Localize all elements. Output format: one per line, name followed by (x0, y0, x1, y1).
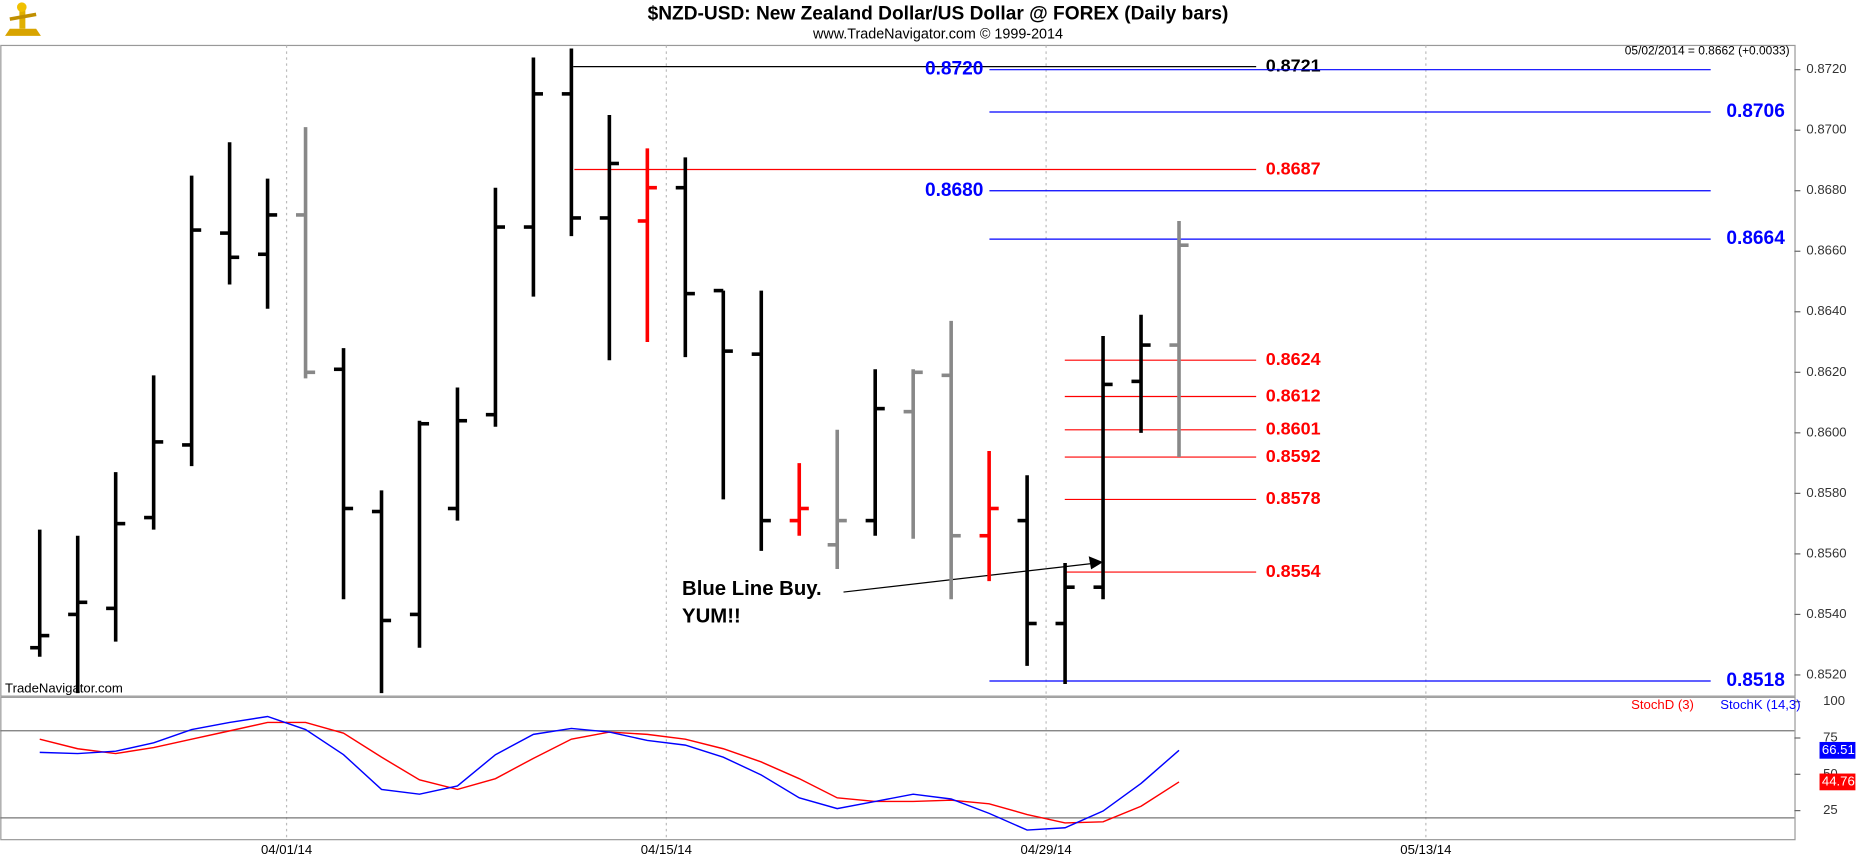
y-tick-label: 0.8720 (1806, 61, 1846, 76)
level-label: 0.8687 (1266, 158, 1321, 178)
level-label: 0.8664 (1726, 228, 1785, 249)
y-tick-label: 0.8600 (1806, 424, 1846, 439)
level-label: 0.8706 (1726, 101, 1785, 122)
y-tick-label: 75 (1823, 729, 1838, 744)
y-tick-label: 25 (1823, 802, 1838, 817)
price-panel (0, 44, 1796, 697)
level-label: 0.8554 (1266, 561, 1321, 581)
level-label: 0.8720 (925, 59, 984, 80)
level-label: 0.8721 (1266, 55, 1321, 75)
level-label: 0.8578 (1266, 488, 1321, 508)
y-tick-label: 0.8700 (1806, 122, 1846, 137)
y-tick-label: 0.8560 (1806, 545, 1846, 560)
y-tick-label: 0.8680 (1806, 182, 1846, 197)
last-value-label: 66.51 (1822, 742, 1855, 757)
annotation: YUM!! (682, 606, 741, 628)
legend-entry: StochK (14,3) (1720, 697, 1800, 712)
annotation: Blue Line Buy. (682, 578, 822, 600)
level-label: 0.8612 (1266, 385, 1321, 405)
level-label: 0.8518 (1726, 670, 1785, 691)
logo (5, 2, 41, 36)
watermark: TradeNavigator.com (5, 680, 123, 695)
x-tick-label: 04/15/14 (641, 842, 692, 857)
legend-entry: StochD (3) (1631, 697, 1694, 712)
level-label: 0.8601 (1266, 419, 1321, 439)
x-tick-label: 05/13/14 (1400, 842, 1451, 857)
chart-title: $NZD-USD: New Zealand Dollar/US Dollar @… (648, 3, 1229, 24)
last-value-box (1819, 741, 1856, 759)
last-value-box (1819, 773, 1856, 791)
y-tick-label: 100 (1823, 693, 1845, 708)
y-tick-label: 0.8660 (1806, 243, 1846, 258)
y-tick-label: 0.8540 (1806, 606, 1846, 621)
arrow-line (843, 562, 1094, 593)
y-tick-label: 0.8520 (1806, 666, 1846, 681)
last-value-label: 44.76 (1822, 773, 1855, 788)
level-label: 0.8592 (1266, 446, 1321, 466)
level-label: 0.8624 (1266, 349, 1321, 369)
x-tick-label: 04/29/14 (1021, 842, 1072, 857)
arrow-head (1088, 556, 1104, 570)
level-label: 0.8680 (925, 180, 984, 201)
stoch-panel (0, 696, 1796, 841)
stoch-line (39, 715, 1180, 831)
quote: 05/02/2014 = 0.8662 (+0.0033) (1625, 44, 1790, 58)
y-tick-label: 0.8620 (1806, 364, 1846, 379)
x-tick-label: 04/01/14 (261, 842, 312, 857)
chart-subtitle: www.TradeNavigator.com © 1999-2014 (812, 26, 1063, 42)
y-tick-label: 0.8580 (1806, 485, 1846, 500)
y-tick-label: 0.8640 (1806, 303, 1846, 318)
